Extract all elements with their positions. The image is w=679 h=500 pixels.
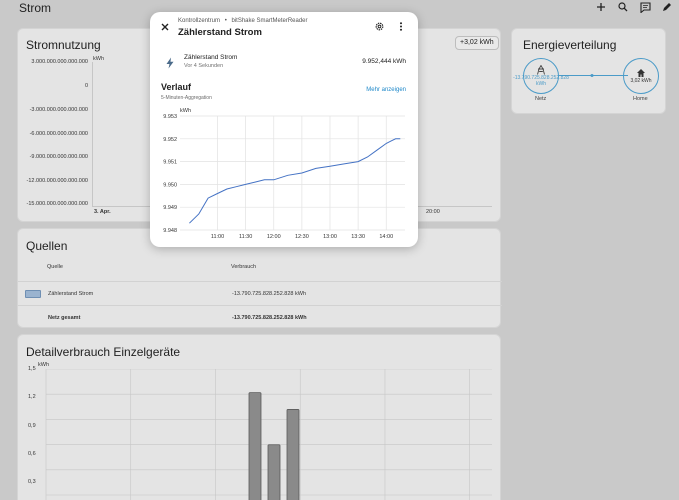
- history-x-tick: 11:30: [239, 234, 252, 240]
- grid-node-value: -13.790.725.828.252.828 kWh: [513, 75, 569, 87]
- transmission-tower-icon: [536, 65, 546, 75]
- dialog-title: Zählerstand Strom: [178, 27, 262, 38]
- usage-y-tick: -9.000.000.000.000.000: [18, 154, 88, 160]
- usage-total-badge[interactable]: +3,02 kWh: [455, 36, 499, 50]
- entity-dialog: Kontrollzentrum • bitShake SmartMeterRea…: [150, 12, 418, 247]
- source-color-swatch: [25, 290, 41, 298]
- assist-chat-icon[interactable]: [639, 1, 651, 13]
- history-y-tick: 9.948: [163, 228, 177, 234]
- total-label: Netz gesamt: [48, 315, 80, 321]
- detail-y-tick: 1,2: [28, 394, 36, 400]
- table-total-row: Netz gesamt -13.790.725.828.252.828 kWh: [18, 305, 502, 329]
- history-title: Verlauf: [161, 82, 191, 92]
- history-y-tick: 9.952: [163, 137, 177, 143]
- usage-y-tick: -15.000.000.000.000.000: [18, 201, 88, 207]
- column-header-source: Quelle: [47, 264, 63, 270]
- history-x-tick: 12:00: [267, 234, 281, 240]
- history-unit-label: kWh: [180, 108, 191, 114]
- sources-card-title: Quellen: [26, 239, 67, 253]
- usage-y-tick: 0: [18, 83, 88, 89]
- usage-y-tick: -6.000.000.000.000.000: [18, 131, 88, 137]
- detail-unit-label: kWh: [38, 362, 49, 368]
- usage-x-first-label: 3. Apr.: [94, 209, 111, 215]
- usage-y-tick: 3.000.000.000.000.000: [18, 59, 88, 65]
- detail-card-title: Detailverbrauch Einzelgeräte: [26, 345, 180, 359]
- device-bar: [268, 445, 280, 500]
- table-row: Zählerstand Strom -13.790.725.828.252.82…: [18, 281, 502, 305]
- history-y-tick: 9.951: [163, 160, 177, 166]
- edit-pencil-icon[interactable]: [661, 1, 673, 13]
- usage-y-tick: -3.000.000.000.000.000: [18, 107, 88, 113]
- history-x-tick: 11:00: [211, 234, 224, 240]
- topbar-actions: [595, 0, 673, 14]
- close-icon[interactable]: [160, 22, 170, 32]
- detail-y-tick: 0,3: [28, 479, 36, 485]
- history-y-tick: 9.953: [163, 114, 177, 120]
- search-icon[interactable]: [617, 1, 629, 13]
- detail-y-tick: 0,6: [28, 451, 36, 457]
- history-y-tick: 9.950: [163, 182, 177, 188]
- page-title: Strom: [19, 1, 51, 15]
- detail-y-tick: 0,9: [28, 423, 36, 429]
- breadcrumb-area[interactable]: Kontrollzentrum: [178, 18, 220, 24]
- history-x-tick: 13:30: [351, 234, 365, 240]
- detail-bar-chart: [38, 369, 498, 500]
- home-icon: [636, 68, 646, 78]
- total-value: -13.790.725.828.252.828 kWh: [232, 315, 307, 321]
- more-vertical-icon[interactable]: [398, 21, 404, 32]
- history-x-tick: 12:30: [295, 234, 309, 240]
- home-node-label: Home: [633, 96, 648, 102]
- device-bar: [249, 393, 261, 500]
- entity-last-changed: Vor 4 Sekunden: [184, 63, 223, 69]
- history-y-tick: 9.949: [163, 205, 177, 211]
- detail-y-tick: 1,5: [28, 366, 36, 372]
- show-more-link[interactable]: Mehr anzeigen: [366, 87, 406, 93]
- breadcrumb-device[interactable]: bitShake SmartMeterReader: [231, 18, 307, 24]
- usage-x-last-label: 20:00: [426, 209, 440, 215]
- history-series-line: [189, 139, 400, 223]
- grid-node[interactable]: -13.790.725.828.252.828 kWh: [523, 58, 559, 94]
- history-x-tick: 14:00: [379, 234, 393, 240]
- device-bar: [287, 409, 299, 500]
- entity-name: Zählerstand Strom: [184, 54, 237, 61]
- source-name: Zählerstand Strom: [48, 291, 93, 297]
- add-icon[interactable]: [595, 1, 607, 13]
- energy-card-title: Energieverteilung: [523, 38, 616, 52]
- home-node[interactable]: 3,02 kWh: [623, 58, 659, 94]
- lightning-bolt-icon: [165, 57, 175, 69]
- usage-card-title: Stromnutzung: [26, 38, 101, 52]
- home-node-value: 3,02 kWh: [630, 78, 651, 84]
- usage-y-tick: -12.000.000.000.000.000: [18, 178, 88, 184]
- history-x-tick: 13:00: [323, 234, 337, 240]
- column-header-usage: Verbrauch: [231, 264, 256, 270]
- source-value: -13.790.725.828.252.828 kWh: [232, 291, 306, 297]
- entity-state-value: 9.952,444 kWh: [362, 58, 406, 65]
- grid-node-label: Netz: [535, 96, 546, 102]
- breadcrumb-separator: •: [225, 18, 227, 24]
- gear-icon[interactable]: [374, 21, 385, 32]
- breadcrumb: Kontrollzentrum • bitShake SmartMeterRea…: [178, 18, 308, 24]
- history-aggregation: 5-Minuten-Aggregation: [161, 95, 212, 101]
